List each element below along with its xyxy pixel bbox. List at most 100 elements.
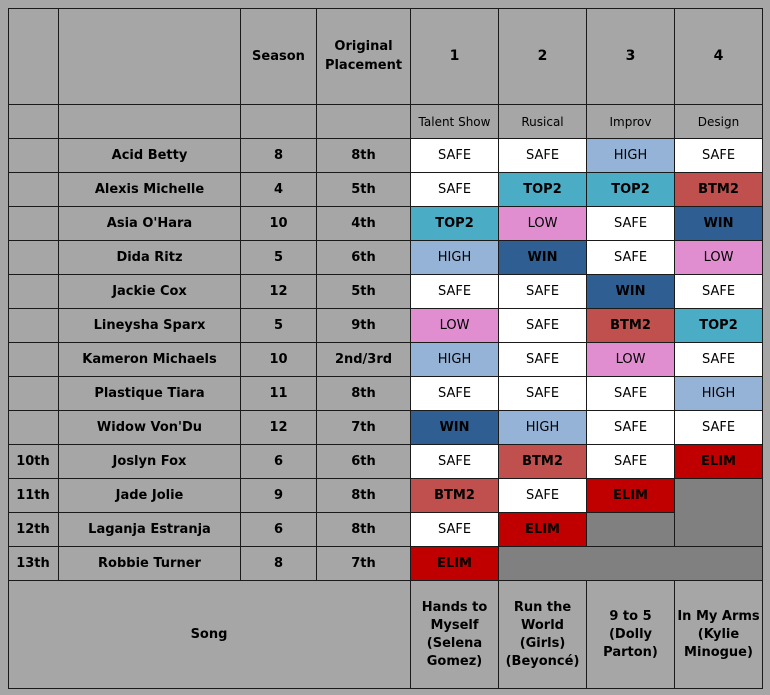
result-cell: BTM2 — [411, 479, 499, 513]
result-cell: HIGH — [675, 377, 763, 411]
row-original-placement: 7th — [317, 547, 411, 581]
header-episode-3: 3 — [587, 8, 675, 105]
result-cell: SAFE — [411, 275, 499, 309]
row-original-placement: 8th — [317, 479, 411, 513]
row-place: 13th — [8, 547, 59, 581]
row-original-placement: 5th — [317, 275, 411, 309]
result-cell: SAFE — [587, 377, 675, 411]
result-cell: WIN — [411, 411, 499, 445]
row-contestant-name: Dida Ritz — [59, 241, 241, 275]
result-cell: SAFE — [587, 207, 675, 241]
result-cell: TOP2 — [411, 207, 499, 241]
result-cell: ELIM — [411, 547, 499, 581]
result-cell: SAFE — [499, 479, 587, 513]
row-place — [8, 309, 59, 343]
row-place — [8, 139, 59, 173]
result-cell: SAFE — [675, 275, 763, 309]
result-cell: SAFE — [499, 139, 587, 173]
row-original-placement: 2nd/3rd — [317, 343, 411, 377]
row-original-placement: 5th — [317, 173, 411, 207]
header-season: Season — [241, 8, 317, 105]
result-cell: TOP2 — [587, 173, 675, 207]
result-cell: HIGH — [499, 411, 587, 445]
row-place: 12th — [8, 513, 59, 547]
eliminated-blank — [587, 513, 675, 547]
result-cell: WIN — [675, 207, 763, 241]
row-place — [8, 241, 59, 275]
result-cell: SAFE — [675, 411, 763, 445]
result-cell: TOP2 — [675, 309, 763, 343]
challenge-2: Rusical — [499, 105, 587, 139]
row-contestant-name: Alexis Michelle — [59, 173, 241, 207]
row-place: 10th — [8, 445, 59, 479]
result-cell: SAFE — [411, 513, 499, 547]
song-title: Hands to Myself (Selena Gomez) — [411, 581, 499, 689]
result-cell: ELIM — [587, 479, 675, 513]
row-original-placement: 8th — [317, 377, 411, 411]
row-contestant-name: Plastique Tiara — [59, 377, 241, 411]
result-cell: BTM2 — [675, 173, 763, 207]
row-contestant-name: Joslyn Fox — [59, 445, 241, 479]
song-title: 9 to 5 (Dolly Parton) — [587, 581, 675, 689]
row-season: 10 — [241, 343, 317, 377]
row-season: 12 — [241, 411, 317, 445]
row-place — [8, 377, 59, 411]
challenge-3: Improv — [587, 105, 675, 139]
row-season: 12 — [241, 275, 317, 309]
song-title: In My Arms (Kylie Minogue) — [675, 581, 763, 689]
row-season: 10 — [241, 207, 317, 241]
row-place: 11th — [8, 479, 59, 513]
result-cell: BTM2 — [587, 309, 675, 343]
header-blank-place — [8, 8, 59, 105]
row-place — [8, 207, 59, 241]
song-title: Run the World (Girls) (Beyoncé) — [499, 581, 587, 689]
result-cell: SAFE — [411, 445, 499, 479]
row-original-placement: 8th — [317, 513, 411, 547]
result-cell: SAFE — [587, 411, 675, 445]
eliminated-blank — [675, 479, 763, 547]
result-cell: SAFE — [411, 377, 499, 411]
row-original-placement: 6th — [317, 445, 411, 479]
result-cell: ELIM — [499, 513, 587, 547]
row-season: 5 — [241, 309, 317, 343]
challenge-1: Talent Show — [411, 105, 499, 139]
result-cell: LOW — [411, 309, 499, 343]
row-contestant-name: Jackie Cox — [59, 275, 241, 309]
result-cell: SAFE — [499, 343, 587, 377]
row-place — [8, 343, 59, 377]
result-cell: LOW — [587, 343, 675, 377]
result-cell: SAFE — [499, 309, 587, 343]
challenge-4: Design — [675, 105, 763, 139]
header-blank-name — [59, 8, 241, 105]
result-cell: ELIM — [675, 445, 763, 479]
row-contestant-name: Acid Betty — [59, 139, 241, 173]
result-cell: SAFE — [499, 275, 587, 309]
result-cell: SAFE — [587, 241, 675, 275]
row-place — [8, 411, 59, 445]
challenge-blank-season — [241, 105, 317, 139]
row-season: 8 — [241, 547, 317, 581]
result-cell: WIN — [587, 275, 675, 309]
result-cell: HIGH — [587, 139, 675, 173]
result-cell: LOW — [499, 207, 587, 241]
row-original-placement: 9th — [317, 309, 411, 343]
row-season: 9 — [241, 479, 317, 513]
result-cell: SAFE — [675, 343, 763, 377]
row-contestant-name: Kameron Michaels — [59, 343, 241, 377]
result-cell: BTM2 — [499, 445, 587, 479]
result-cell: HIGH — [411, 343, 499, 377]
row-season: 8 — [241, 139, 317, 173]
result-cell: SAFE — [587, 445, 675, 479]
result-cell: SAFE — [411, 173, 499, 207]
row-season: 4 — [241, 173, 317, 207]
result-cell: SAFE — [411, 139, 499, 173]
row-original-placement: 8th — [317, 139, 411, 173]
challenge-blank-place — [8, 105, 59, 139]
row-contestant-name: Laganja Estranja — [59, 513, 241, 547]
eliminated-blank — [499, 547, 763, 581]
challenge-blank-name — [59, 105, 241, 139]
row-season: 11 — [241, 377, 317, 411]
row-season: 5 — [241, 241, 317, 275]
result-cell: TOP2 — [499, 173, 587, 207]
row-original-placement: 6th — [317, 241, 411, 275]
